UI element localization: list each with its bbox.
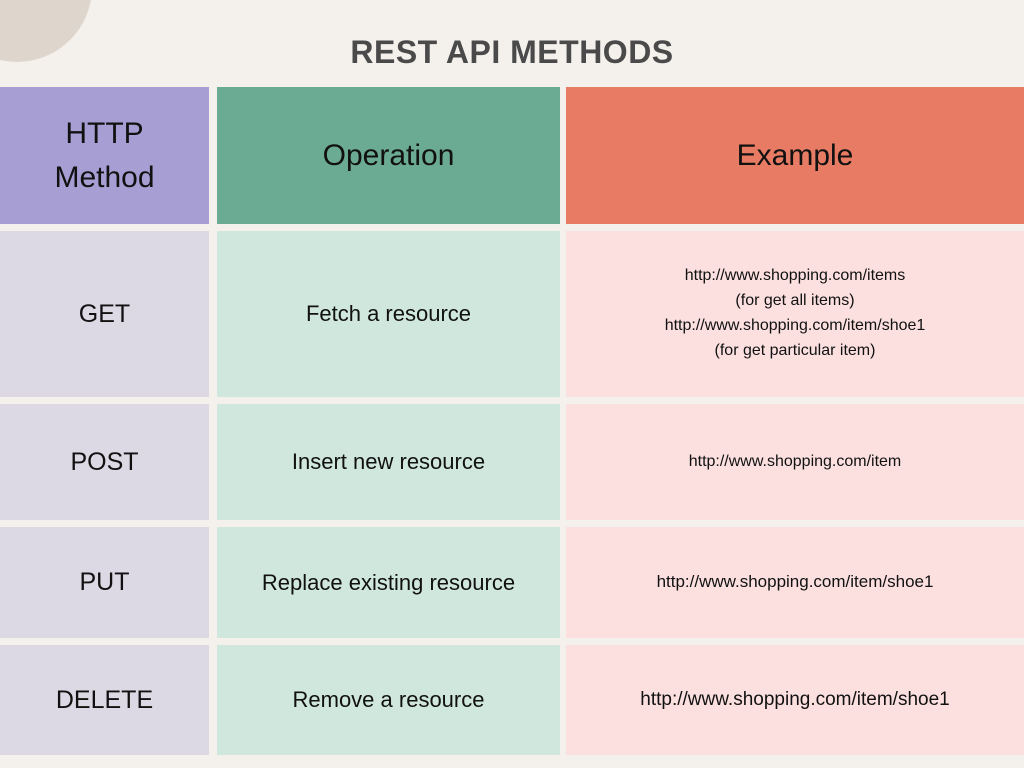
cell-example-post: http://www.shopping.com/item <box>566 404 1024 520</box>
cell-operation-post: Insert new resource <box>217 404 560 520</box>
column-header-http-method: HTTP Method <box>0 87 209 224</box>
cell-example-put: http://www.shopping.com/item/shoe1 <box>566 527 1024 638</box>
table-row: GET Fetch a resource http://www.shopping… <box>0 231 1024 397</box>
example-line-group: http://www.shopping.com/items (for get a… <box>665 264 926 363</box>
table-row: DELETE Remove a resource http://www.shop… <box>0 645 1024 755</box>
cell-method-get: GET <box>0 231 209 397</box>
cell-operation-put: Replace existing resource <box>217 527 560 638</box>
cell-method-post: POST <box>0 404 209 520</box>
example-line-group: http://www.shopping.com/item/shoe1 <box>657 569 934 595</box>
column-header-http-method-line2: Method <box>54 160 155 194</box>
column-header-http-method-line1: HTTP <box>65 117 144 150</box>
table-row: PUT Replace existing resource http://www… <box>0 527 1024 638</box>
cell-example-delete: http://www.shopping.com/item/shoe1 <box>566 645 1024 755</box>
example-line-group: http://www.shopping.com/item <box>689 450 902 475</box>
column-header-operation: Operation <box>217 87 560 224</box>
example-line: http://www.shopping.com/item/shoe1 <box>640 689 950 711</box>
cell-method-delete: DELETE <box>0 645 209 755</box>
page-title: REST API METHODS <box>350 34 674 70</box>
cell-operation-delete: Remove a resource <box>217 645 560 755</box>
example-line: http://www.shopping.com/item/shoe1 <box>656 572 934 592</box>
example-line-group: http://www.shopping.com/item/shoe1 <box>640 685 949 714</box>
rest-api-methods-table: HTTP Method Operation Example GET Fetch … <box>0 87 1024 755</box>
example-line: (for get all items) <box>735 292 855 310</box>
cell-method-put: PUT <box>0 527 209 638</box>
cell-operation-get: Fetch a resource <box>217 231 560 397</box>
cell-example-get: http://www.shopping.com/items (for get a… <box>566 231 1024 397</box>
column-header-example: Example <box>566 87 1024 224</box>
example-line: http://www.shopping.com/item/shoe1 <box>664 317 926 334</box>
example-line: http://www.shopping.com/item <box>688 452 902 470</box>
example-line: (for get particular item) <box>714 341 876 359</box>
example-line: http://www.shopping.com/items <box>684 267 906 285</box>
table-row: POST Insert new resource http://www.shop… <box>0 404 1024 520</box>
table-header-row: HTTP Method Operation Example <box>0 87 1024 224</box>
